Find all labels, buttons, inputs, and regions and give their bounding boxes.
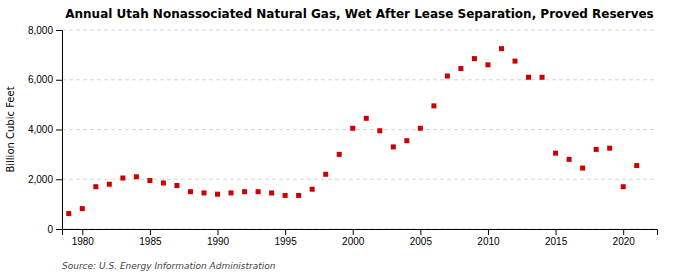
- point: [107, 182, 112, 187]
- grid-line: [62, 30, 657, 31]
- x-tick-mark: [218, 229, 219, 235]
- x-tick-mark: [150, 229, 151, 235]
- point: [485, 62, 490, 67]
- point: [607, 146, 612, 151]
- point: [296, 193, 301, 198]
- point: [404, 138, 409, 143]
- y-tick-label: 0: [47, 224, 53, 235]
- point: [310, 187, 315, 192]
- y-tick-mark: [56, 179, 62, 180]
- x-tick: 2000: [342, 229, 365, 247]
- x-tick: 1980: [72, 229, 95, 247]
- x-tick-mark: [623, 229, 624, 235]
- y-tick: 0: [47, 224, 62, 235]
- y-tick-label: 4,000: [28, 124, 53, 135]
- y-tick-mark: [56, 229, 62, 230]
- source: Source: U.S. Energy Information Administ…: [62, 261, 276, 271]
- point: [188, 189, 193, 194]
- y-tick-label: 6,000: [28, 74, 53, 85]
- y-tick-mark: [56, 80, 62, 81]
- x-tick-label: 2015: [545, 236, 568, 247]
- x-tick: 2010: [477, 229, 500, 247]
- y-tick: 6,000: [28, 74, 62, 85]
- y-tick: 4,000: [28, 124, 62, 135]
- x-tick-mark: [353, 229, 354, 235]
- point: [621, 184, 626, 189]
- point: [93, 184, 98, 189]
- y-tick-mark: [56, 130, 62, 131]
- point: [242, 189, 247, 194]
- point: [323, 172, 328, 177]
- y-axis-line: [56, 31, 63, 230]
- points: [66, 46, 639, 216]
- y-axis: 0 2,000 4,000 6,000 8,000: [28, 25, 63, 235]
- point: [337, 152, 342, 157]
- x-tick-label: 1985: [139, 236, 162, 247]
- x-axis-line: [63, 230, 658, 236]
- point: [147, 178, 152, 183]
- grid-line: [62, 129, 657, 130]
- point: [431, 103, 436, 108]
- plot: 1980 1985 1990 1995 2000 2005 2010 2015 2020 0 2,0…: [28, 25, 658, 247]
- point: [567, 157, 572, 162]
- point: [66, 211, 71, 216]
- x-tick: 1985: [139, 229, 162, 247]
- point: [229, 190, 234, 195]
- y-tick: 2,000: [28, 174, 62, 185]
- y-tick-label: 2,000: [28, 174, 53, 185]
- x-tick: 2005: [410, 229, 433, 247]
- x-tick-label: 2010: [477, 236, 500, 247]
- y-axis-title: Billion Cubic Feet: [5, 86, 16, 172]
- x-tick: 1990: [207, 229, 230, 247]
- point: [472, 56, 477, 61]
- x-tick: 2020: [613, 229, 636, 247]
- x-tick: 1995: [275, 229, 298, 247]
- point: [256, 189, 261, 194]
- x-tick-label: 2005: [410, 236, 433, 247]
- x-tick-mark: [285, 229, 286, 235]
- point: [364, 116, 369, 121]
- point: [445, 74, 450, 79]
- x-tick-mark: [488, 229, 489, 235]
- y-tick-mark: [56, 30, 62, 31]
- point: [80, 206, 85, 211]
- x-tick-label: 1995: [275, 236, 298, 247]
- point: [201, 190, 206, 195]
- point: [553, 151, 558, 156]
- point: [499, 46, 504, 51]
- point: [120, 176, 125, 181]
- point: [350, 126, 355, 131]
- point: [161, 180, 166, 185]
- point: [540, 75, 545, 80]
- y-tick-label: 8,000: [28, 25, 53, 36]
- point: [594, 147, 599, 152]
- point: [174, 183, 179, 188]
- point: [418, 126, 423, 131]
- x-axis: 1980 1985 1990 1995 2000 2005 2010 2015 2020: [63, 229, 658, 247]
- grid: [62, 30, 657, 229]
- point: [526, 75, 531, 80]
- point: [634, 163, 639, 168]
- point: [513, 59, 518, 64]
- x-tick-mark: [82, 229, 83, 235]
- point: [580, 166, 585, 171]
- x-tick-label: 2020: [613, 236, 636, 247]
- point: [134, 174, 139, 179]
- x-tick-label: 2000: [342, 236, 365, 247]
- point: [377, 128, 382, 133]
- point: [458, 66, 463, 71]
- x-tick-label: 1990: [207, 236, 230, 247]
- x-tick: 2015: [545, 229, 568, 247]
- grid-line: [62, 79, 657, 80]
- title: Annual Utah Nonassociated Natural Gas, W…: [65, 7, 654, 21]
- point: [391, 144, 396, 149]
- x-tick-mark: [420, 229, 421, 235]
- y-tick: 8,000: [28, 25, 62, 36]
- point: [283, 193, 288, 198]
- chart: 1980 1985 1990 1995 2000 2005 2010 2015 2020 0 2,0…: [0, 0, 675, 275]
- point: [269, 190, 274, 195]
- x-tick-label: 1980: [72, 236, 95, 247]
- point: [215, 192, 220, 197]
- x-tick-mark: [556, 229, 557, 235]
